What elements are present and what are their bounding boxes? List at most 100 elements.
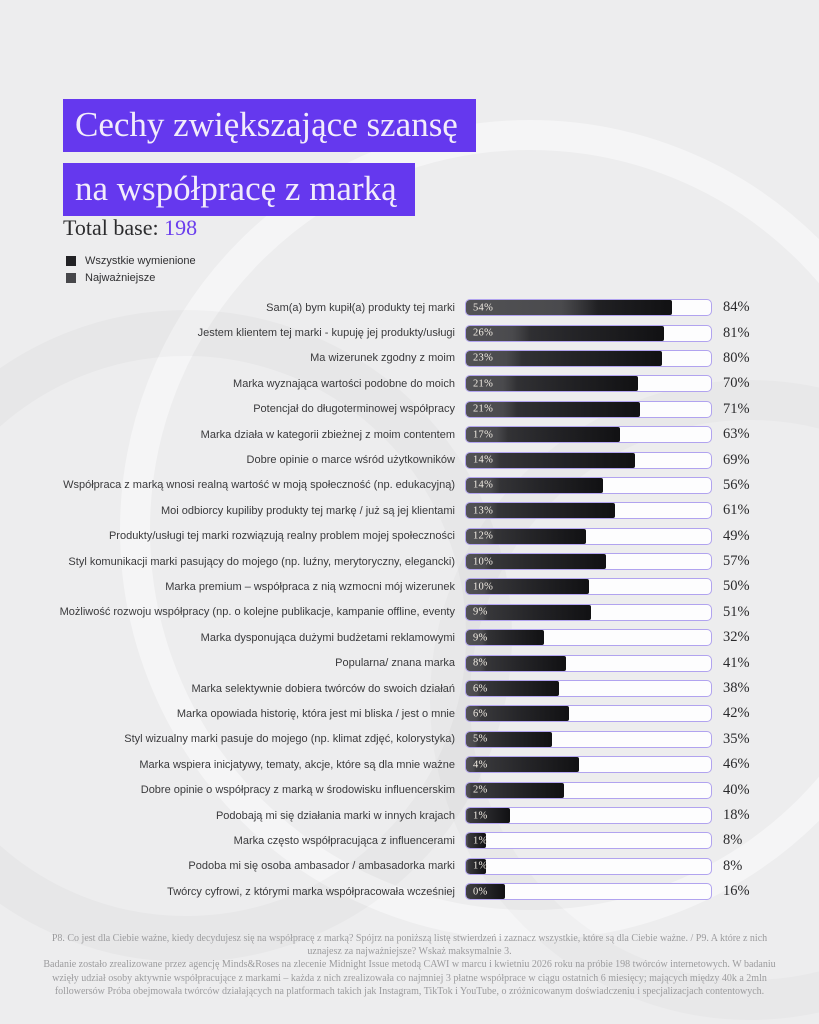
bar-all-mentions-value: 18% [723,807,750,823]
bar-most-important [466,427,508,443]
chart-row: Współpraca z marką wnosi realną wartość … [0,473,819,498]
bar-most-important [466,731,479,747]
bar-most-important [466,808,469,823]
footnote-question: P8. Co jest dla Ciebie ważne, kiedy decy… [51,933,768,958]
chart-row: Marka wyznająca wartości podobne do moic… [0,371,819,396]
bar-all-mentions-value: 50% [723,578,750,595]
bar-track: 6% [465,680,712,698]
row-label: Współpraca z marką wnosi realną wartość … [63,479,455,492]
bar-most-important-value: 14% [473,479,494,491]
bar-most-important [466,681,481,697]
bar-track: 1% [465,832,712,850]
legend-item-all: Wszystkie wymienione [66,252,196,269]
bar-all-mentions-value: 84% [723,299,750,316]
chart-row: Marka działa w kategorii zbieżnej z moim… [0,422,819,447]
bar-all-mentions [466,579,589,595]
legend-label-top: Najważniejsze [85,271,156,284]
bar-track: 13% [465,502,712,520]
bar-all-mentions-value: 8% [723,832,743,849]
row-label: Styl komunikacji marki pasujący do mojeg… [68,555,455,568]
bar-all-mentions [466,757,579,773]
chart-row: Marka premium – współpraca z nią wzmocni… [0,574,819,599]
chart-row: Dobre opinie o współpracy z marką w środ… [0,777,819,802]
bar-track: 2% [465,781,712,799]
bar-most-important-value: 1% [473,860,488,872]
bar-most-important-value: 9% [473,606,488,618]
bar-all-mentions-value: 70% [723,375,750,392]
bar-track: 14% [465,451,712,469]
total-base-value: 198 [164,215,198,240]
bar-all-mentions-value: 38% [723,680,750,697]
legend-swatch-all [66,255,76,266]
legend-label-all: Wszystkie wymienione [85,254,196,267]
row-label: Styl wizualny marki pasuje do mojego (np… [124,733,455,746]
bar-all-mentions-value: 46% [723,756,750,773]
bar-all-mentions [466,782,564,798]
bar-most-important [466,554,491,570]
chart-row: Możliwość rozwoju współpracy (np. o kole… [0,600,819,625]
bar-all-mentions [466,554,606,570]
bar-all-mentions [466,604,591,620]
bar-all-mentions-value: 8% [723,857,743,874]
bar-track: 54% [465,299,712,317]
chart-row: Marka dysponująca dużymi budżetami rekla… [0,625,819,650]
row-label: Dobre opinie o współpracy z marką w środ… [140,784,455,797]
row-label: Marka wspiera inicjatywy, tematy, akcje,… [139,758,455,771]
bar-most-important-value: 14% [473,454,494,466]
row-label: Marka działa w kategorii zbieżnej z moim… [200,428,455,441]
bar-most-important [466,655,486,671]
row-label: Marka często współpracująca z influencer… [233,834,455,847]
bar-track: 10% [465,578,712,596]
bar-track: 8% [465,654,712,672]
bar-all-mentions [466,858,486,874]
bar-track: 0% [465,883,712,901]
bar-all-mentions [466,452,636,468]
legend-swatch-top [66,272,76,283]
bar-all-mentions-value: 61% [723,502,750,519]
bar-most-important [466,630,489,646]
bar-most-important-value: 23% [473,352,494,364]
chart-row: Marka opowiada historię, która jest mi b… [0,701,819,726]
bar-most-important-value: 6% [473,708,488,720]
bar-all-mentions [466,706,569,722]
total-base: Total base: 198 [63,215,197,241]
bar-all-mentions [466,528,587,544]
row-label: Moi odbiorcy kupiliby produkty tej markę… [160,504,455,517]
bar-most-important-value: 0% [473,886,488,898]
bar-all-mentions [466,477,604,493]
footnote: P8. Co jest dla Ciebie ważne, kiedy decy… [37,932,782,998]
bar-most-important-value: 1% [473,810,488,821]
chart-row: Marka często współpracująca z influencer… [0,828,819,853]
row-label: Marka wyznająca wartości podobne do moic… [233,377,455,390]
bar-most-important-value: 1% [473,835,488,847]
bar-all-mentions-value: 32% [723,629,750,646]
row-label: Możliwość rozwoju współpracy (np. o kole… [59,606,455,619]
bar-most-important [466,706,481,722]
bar-most-important [466,350,523,366]
chart-row: Dobre opinie o marce wśród użytkowników … [0,447,819,472]
bar-all-mentions-value: 49% [723,527,750,544]
bar-most-important [466,401,518,417]
row-label: Marka selektywnie dobiera twórców do swo… [191,682,455,695]
bar-all-mentions-value: 42% [723,705,750,722]
bar-all-mentions-value: 80% [723,349,750,366]
bar-most-important-value: 8% [473,657,488,669]
bar-most-important-value: 13% [473,505,494,517]
page-title: Cechy zwiększające szansę na współpracę … [63,99,476,227]
title-line-2: na współpracę z marką [63,163,415,216]
bar-all-mentions-value: 69% [723,451,750,468]
bar-all-mentions [466,681,560,697]
chart-row: Potencjał do długoterminowej współpracy … [0,397,819,422]
row-label: Sam(a) bym kupił(a) produkty tej marki [266,301,455,314]
chart-row: Marka selektywnie dobiera twórców do swo… [0,676,819,701]
bar-track: 9% [465,603,712,621]
bar-track: 10% [465,553,712,571]
bar-all-mentions [466,655,567,671]
bar-most-important [466,782,471,798]
bar-all-mentions-value: 41% [723,654,750,671]
bar-most-important [466,477,501,493]
bar-track: 4% [465,756,712,774]
bar-all-mentions-value: 57% [723,553,750,570]
bar-all-mentions-value: 71% [723,400,750,417]
